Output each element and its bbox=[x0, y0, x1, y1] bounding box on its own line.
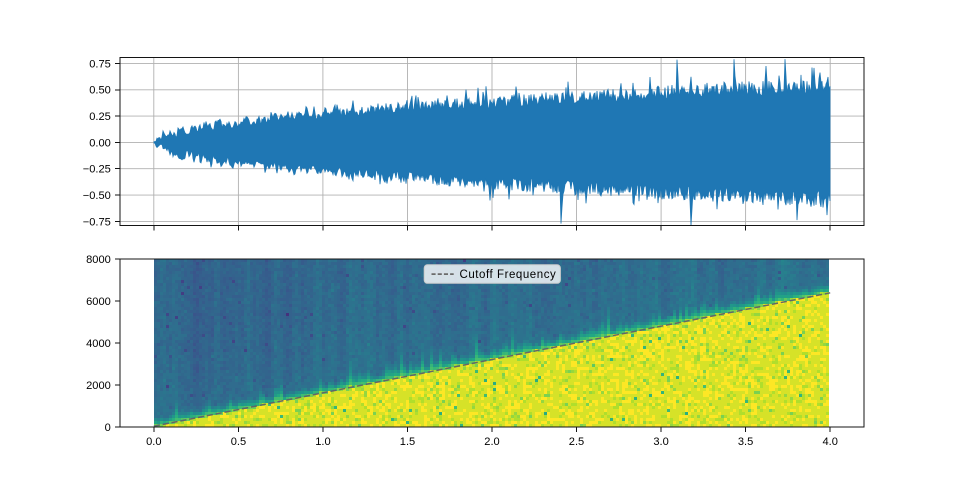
svg-text:2.5: 2.5 bbox=[569, 436, 584, 448]
svg-text:4.0: 4.0 bbox=[822, 436, 837, 448]
svg-text:−0.25: −0.25 bbox=[83, 164, 111, 176]
svg-text:0.25: 0.25 bbox=[89, 111, 111, 123]
svg-text:0.0: 0.0 bbox=[146, 436, 161, 448]
svg-text:4000: 4000 bbox=[86, 338, 111, 350]
svg-text:2.0: 2.0 bbox=[484, 436, 499, 448]
svg-text:0.00: 0.00 bbox=[89, 137, 111, 149]
svg-text:−0.75: −0.75 bbox=[83, 216, 111, 228]
svg-text:1.0: 1.0 bbox=[315, 436, 330, 448]
svg-text:3.5: 3.5 bbox=[738, 436, 753, 448]
svg-text:0: 0 bbox=[105, 422, 111, 434]
svg-text:3.0: 3.0 bbox=[653, 436, 668, 448]
svg-text:0.50: 0.50 bbox=[89, 85, 111, 97]
svg-text:−0.50: −0.50 bbox=[83, 190, 111, 202]
svg-text:6000: 6000 bbox=[86, 296, 111, 308]
svg-text:0.5: 0.5 bbox=[231, 436, 246, 448]
svg-text:8000: 8000 bbox=[86, 254, 111, 266]
svg-text:2000: 2000 bbox=[86, 380, 111, 392]
svg-text:1.5: 1.5 bbox=[400, 436, 415, 448]
svg-text:Cutoff Frequency: Cutoff Frequency bbox=[460, 269, 557, 281]
svg-text:0.75: 0.75 bbox=[89, 58, 111, 70]
